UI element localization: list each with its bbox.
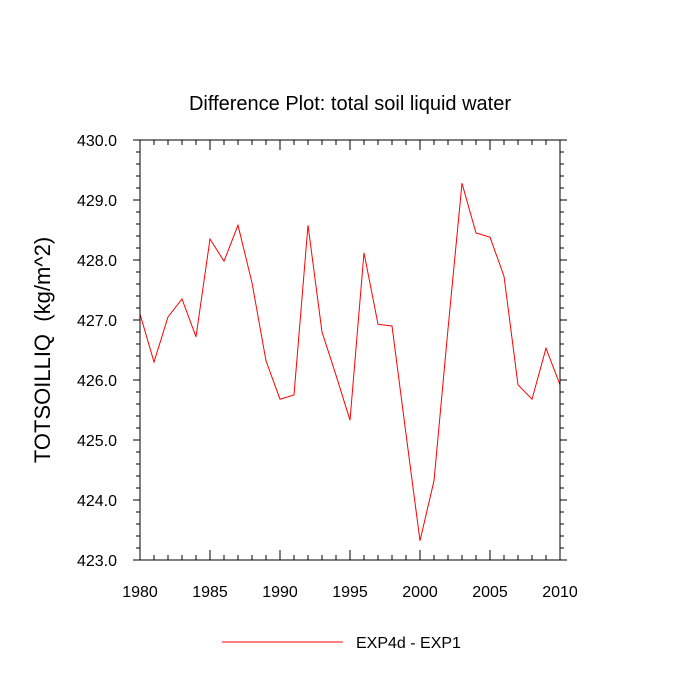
plot-frame: [139, 139, 561, 561]
x-tick-label: 1985: [192, 584, 228, 601]
y-tick-label: 430.0: [77, 133, 117, 150]
legend: EXP4d - EXP1: [222, 635, 461, 652]
series-line: [139, 183, 561, 541]
chart-title: Difference Plot: total soil liquid water: [189, 93, 511, 115]
x-tick-label: 1990: [262, 584, 298, 601]
y-tick-labels: 423.0 424.0 425.0 426.0 427.0 428.0 429.0 430.0: [77, 133, 117, 570]
y-tick-label: 427.0: [77, 313, 117, 330]
x-tick-label: 1995: [332, 584, 368, 601]
major-ticks: [133, 139, 567, 561]
y-tick-label: 428.0: [77, 253, 117, 270]
y-tick-label: 423.0: [77, 553, 117, 570]
y-tick-label: 425.0: [77, 433, 117, 450]
x-tick-label: 2005: [472, 584, 508, 601]
minor-ticks: [136, 140, 564, 560]
legend-label: EXP4d - EXP1: [356, 635, 461, 652]
y-tick-label: 429.0: [77, 193, 117, 210]
x-tick-label: 2010: [542, 584, 578, 601]
y-tick-label: 424.0: [77, 493, 117, 510]
x-tick-label: 1980: [122, 584, 158, 601]
y-tick-label: 426.0: [77, 373, 117, 390]
x-tick-labels: 1980 1985 1990 1995 2000 2005 2010: [122, 584, 578, 601]
x-tick-label: 2000: [402, 584, 438, 601]
y-axis-label: TOTSOILLIQ (kg/m^2): [30, 237, 55, 463]
